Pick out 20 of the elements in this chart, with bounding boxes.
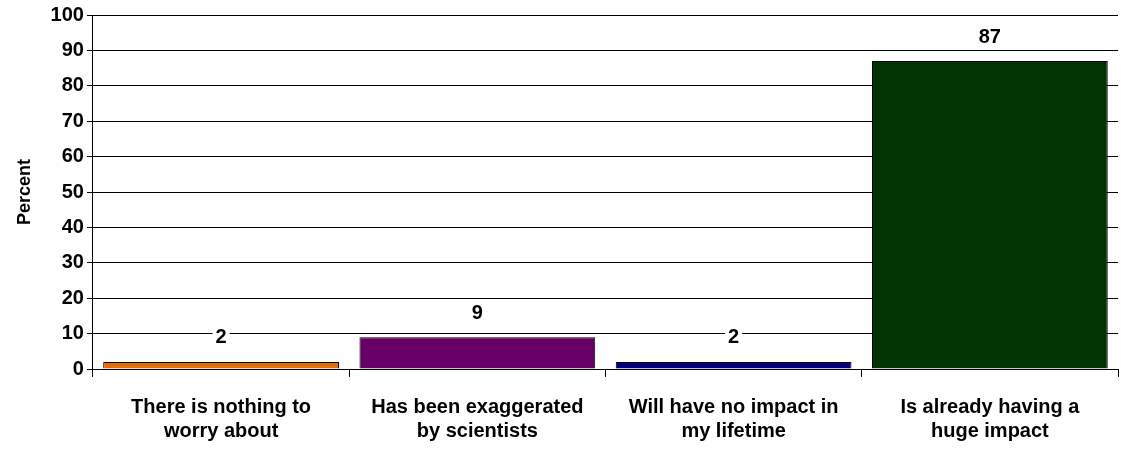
y-tick-label: 100 — [50, 2, 84, 25]
y-tick-label: 10 — [61, 321, 84, 344]
y-tick-label: 90 — [61, 37, 84, 60]
data-label: 87 — [978, 24, 1001, 47]
y-axis-title: Percent — [13, 158, 34, 226]
x-tick-label: Will have no impact in my lifetime — [628, 394, 839, 441]
data-label: 9 — [471, 300, 483, 323]
y-tick-label: 0 — [72, 356, 84, 379]
y-tick-label: 80 — [61, 73, 84, 96]
x-tick-label: There is nothing to worry about — [131, 394, 312, 441]
data-label: 2 — [728, 325, 740, 348]
y-tick-label: 50 — [61, 179, 84, 202]
y-tick-label: 20 — [61, 285, 84, 308]
y-tick-label: 60 — [61, 144, 84, 167]
x-tick-label: Is already having a huge impact — [900, 394, 1081, 441]
y-tick-label: 30 — [61, 250, 84, 273]
x-tick-label: Has been exaggerated by scientists — [371, 394, 584, 441]
y-tick-label: 70 — [61, 108, 84, 131]
data-label: 2 — [215, 325, 227, 348]
y-tick-label: 40 — [61, 214, 84, 237]
